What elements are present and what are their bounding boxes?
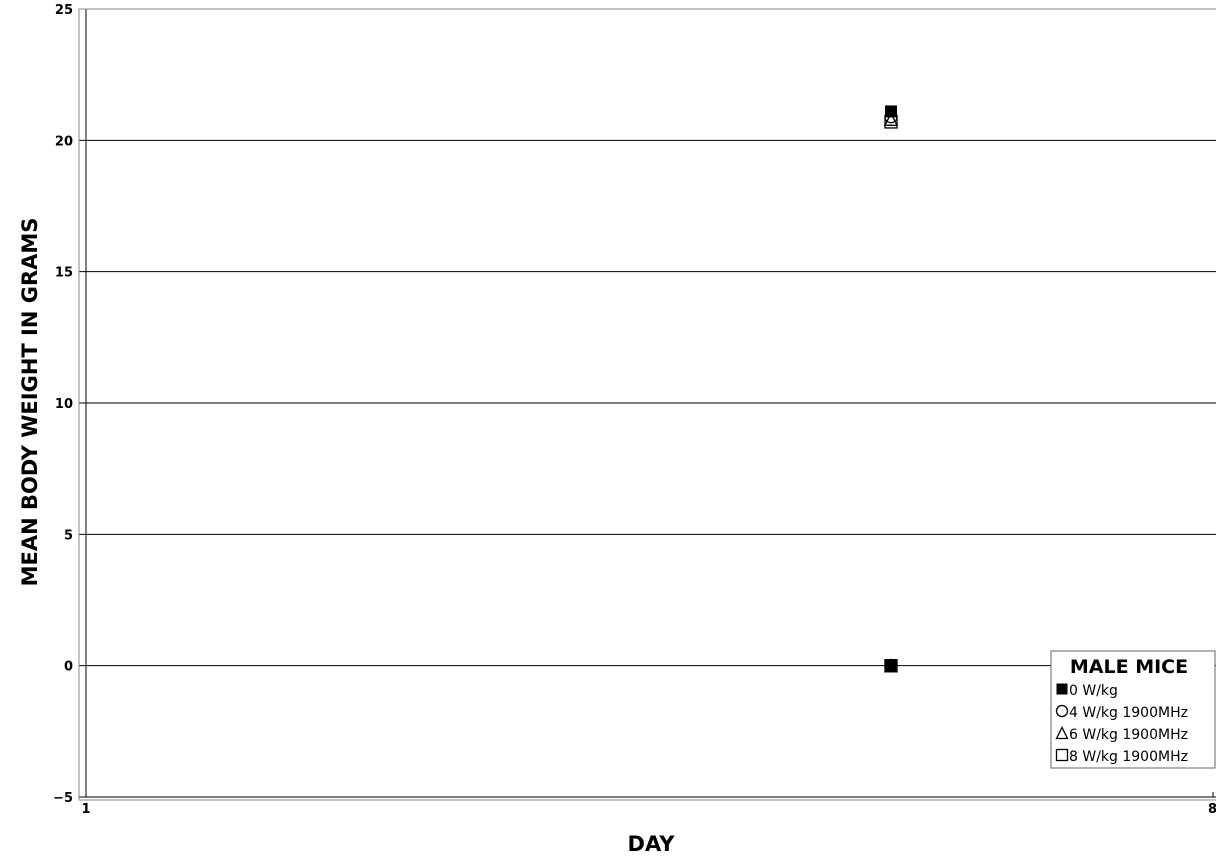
legend-marker [1056, 683, 1068, 695]
plot-frame [78, 8, 1216, 801]
legend-label: 0 W/kg [1069, 683, 1118, 699]
data-point [883, 111, 899, 126]
y-tick-label: 25 [55, 3, 73, 18]
legend-marker [1055, 726, 1069, 740]
legend-marker [1055, 704, 1069, 718]
y-tick-label: −5 [53, 791, 73, 806]
y-axis-ticks: −5 0 5 10 15 20 25 [53, 3, 73, 806]
legend-items: 0 W/kg 4 W/kg 1900MHz 6 W/kg 1900MHz 8 W/kg… [1055, 683, 1188, 765]
legend-title: MALE MICE [1070, 656, 1188, 678]
y-tick-label: 15 [55, 266, 73, 281]
data-point [885, 105, 897, 118]
y-tick-label: 0 [64, 660, 73, 675]
grid-lines [79, 8, 1216, 798]
y-tick-label: 5 [64, 528, 73, 543]
legend-box [1050, 650, 1216, 769]
data-points [883, 105, 899, 673]
data-point [885, 659, 897, 672]
legend-label: 6 W/kg 1900MHz [1069, 727, 1188, 743]
y-tick-label: 10 [55, 397, 73, 412]
y-tick-label: 20 [55, 134, 73, 149]
x-axis-title: DAY [628, 832, 676, 856]
x-tick-label: 8 [1208, 802, 1216, 817]
legend-label: 8 W/kg 1900MHz [1069, 749, 1188, 765]
y-axis-title: MEAN BODY WEIGHT IN GRAMS [18, 218, 42, 587]
legend-marker [1055, 748, 1069, 762]
x-tick-label: 1 [81, 802, 90, 817]
legend-label: 4 W/kg 1900MHz [1069, 705, 1188, 721]
legend: MALE MICE 0 W/kg 4 W/kg 1900MHz 6 W/kg 190… [1050, 650, 1216, 769]
